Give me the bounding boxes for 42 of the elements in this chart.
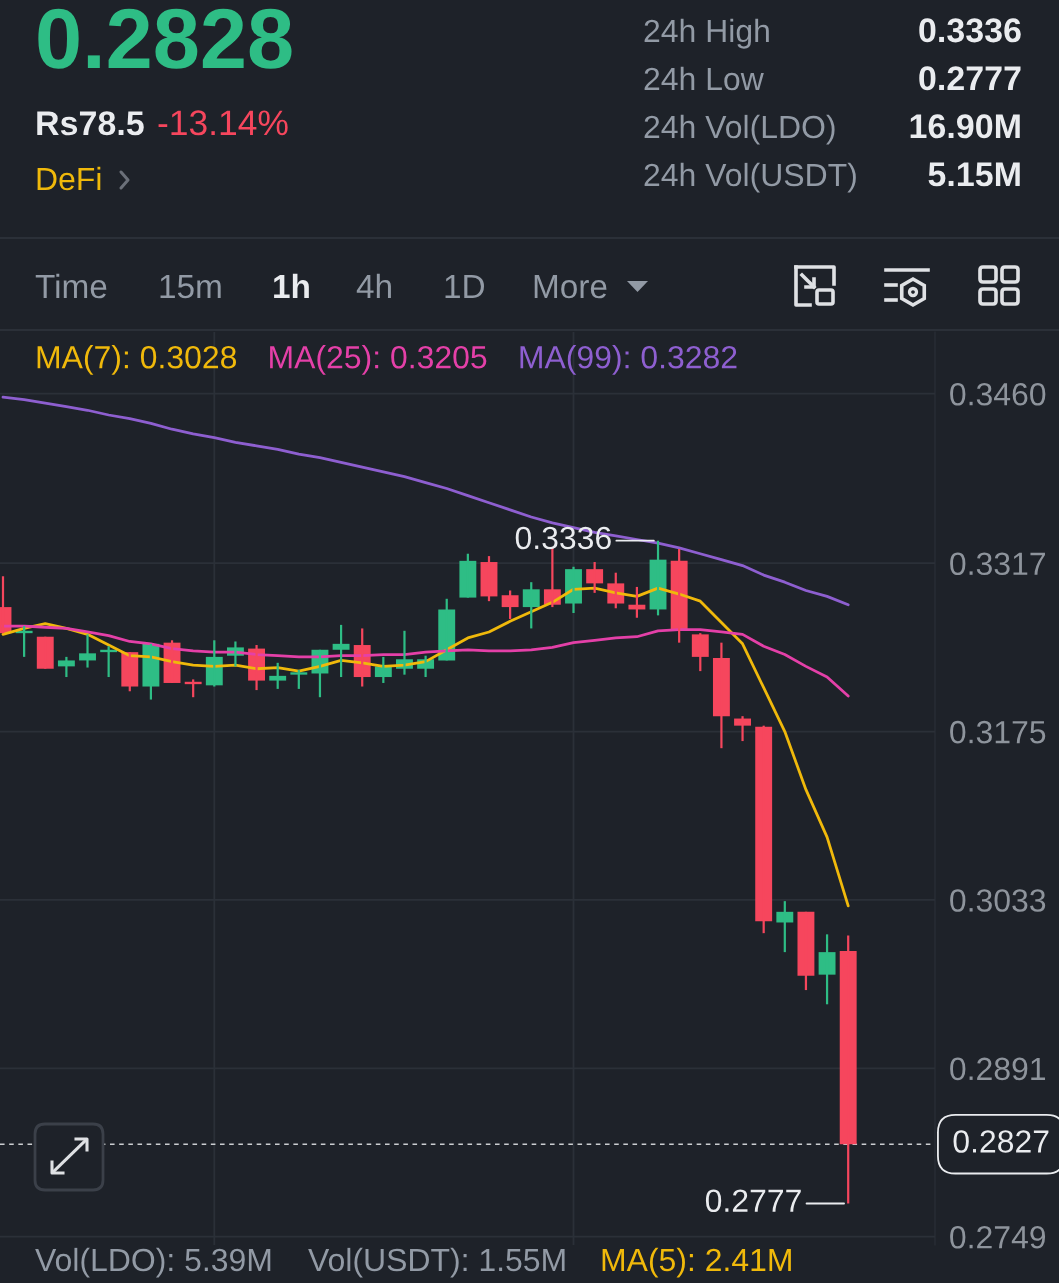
- text: MA(5): 2.41M: [602, 1247, 791, 1278]
- candlestick: [818, 933, 836, 1006]
- text: MA(25): 0.3205: [270, 345, 487, 375]
- text: 24h Vol(USDT): [644, 162, 856, 193]
- y-tick-label: 0.3033: [950, 889, 1046, 912]
- candlestick: [269, 661, 287, 691]
- text: 24h Low: [644, 66, 764, 91]
- text: Vol(LDO): 5.39M: [35, 1247, 271, 1278]
- text: 24h High: [644, 18, 769, 49]
- text: Time: [35, 273, 107, 299]
- text: 4h: [356, 273, 391, 298]
- text: 5.15M: [928, 162, 1020, 187]
- text: Rs78.5: [37, 111, 144, 136]
- annotation: 0.2777: [705, 1189, 801, 1213]
- y-tick-label: 0.3460: [950, 382, 1046, 406]
- text: 0.2828: [38, 8, 292, 69]
- candlestick: [332, 623, 350, 679]
- text: 16.90M: [910, 114, 1020, 139]
- text: More: [534, 275, 607, 299]
- text: Vol(USDT): 1.55M: [308, 1247, 565, 1278]
- candlestick: [691, 632, 709, 673]
- text: 1h: [274, 273, 309, 298]
- text: 0.3336: [919, 18, 1021, 43]
- text: MA(7): 0.3028: [37, 345, 237, 375]
- text: MA(99): 0.3282: [520, 345, 737, 375]
- y-tick-label: 0.3175: [950, 720, 1046, 744]
- candlestick: [522, 581, 540, 630]
- candlestick: [290, 668, 308, 691]
- text: 15m: [160, 275, 221, 299]
- candlestick: [36, 635, 54, 670]
- y-tick-label: 0.3317: [950, 552, 1045, 576]
- text: 24h Vol(LDO): [644, 114, 835, 145]
- text: -13.14%: [158, 110, 288, 136]
- text: DeFi: [37, 166, 101, 191]
- y-tick-label: 0.2749: [950, 1225, 1046, 1249]
- line-series: [1, 395, 850, 607]
- text: 0.2827: [953, 1130, 1049, 1153]
- text: 0.2777: [919, 66, 1021, 91]
- candlestick: [501, 589, 519, 621]
- text: 1D: [445, 275, 485, 298]
- annotation: 0.3336: [515, 526, 611, 550]
- y-tick-label: 0.2891: [950, 1057, 1046, 1081]
